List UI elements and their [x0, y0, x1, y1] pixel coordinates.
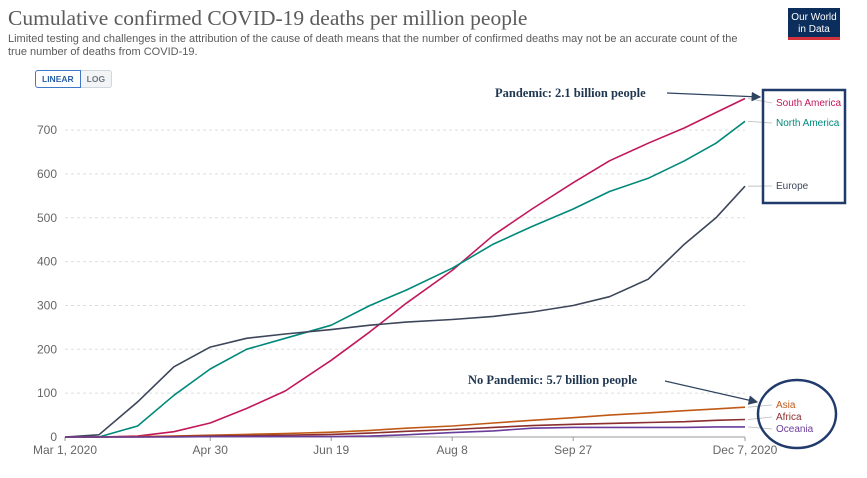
series-label-oceania[interactable]: Oceania [776, 424, 814, 435]
y-tick-label: 0 [50, 430, 57, 444]
log-scale-button[interactable]: LOG [80, 70, 113, 88]
series-line-europe[interactable] [64, 185, 746, 438]
pandemic-highlight-box [761, 88, 847, 205]
series-label-africa[interactable]: Africa [776, 412, 802, 423]
logo-line1: Our World [791, 12, 837, 23]
y-tick-label: 300 [37, 298, 57, 312]
owid-logo[interactable]: Our World in Data [788, 8, 840, 40]
x-tick-label: Jun 19 [313, 443, 349, 457]
scale-toggle: LINEAR LOG [35, 70, 113, 88]
chart-title: Cumulative confirmed COVID-19 deaths per… [8, 6, 528, 30]
linear-scale-button[interactable]: LINEAR [35, 70, 81, 88]
no-pandemic-highlight-circle [756, 378, 838, 450]
series-leader-line [747, 416, 773, 420]
no-pandemic-annotation: No Pandemic: 5.7 billion people [468, 373, 638, 387]
x-tick-label: Apr 30 [193, 443, 229, 457]
series-line-north-america[interactable] [65, 120, 746, 438]
y-tick-label: 400 [37, 255, 57, 269]
series-line-oceania[interactable] [65, 426, 745, 438]
series-label-europe[interactable]: Europe [776, 181, 809, 192]
y-tick-label: 600 [37, 167, 57, 181]
y-tick-label: 100 [37, 386, 57, 400]
series-label-north-america[interactable]: North America [776, 118, 840, 129]
series-leader-line [747, 98, 773, 104]
series-leader-line [747, 120, 773, 124]
x-tick-label: Mar 1, 2020 [33, 443, 97, 457]
x-tick-label: Aug 8 [437, 443, 469, 457]
series-label-south-america[interactable]: South America [776, 98, 841, 109]
series-line-south-america[interactable] [65, 97, 746, 438]
no-pandemic-arrow [664, 380, 759, 405]
pandemic-arrow [666, 91, 762, 102]
y-tick-label: 700 [37, 123, 57, 137]
chart-subtitle: Limited testing and challenges in the at… [8, 33, 738, 58]
y-tick-label: 500 [37, 211, 57, 225]
pandemic-annotation: Pandemic: 2.1 billion people [495, 86, 646, 100]
y-tick-label: 200 [37, 342, 57, 356]
logo-accent-bar [788, 37, 840, 40]
series-label-asia[interactable]: Asia [776, 400, 796, 411]
logo-line2: in Data [798, 23, 830, 35]
x-tick-label: Dec 7, 2020 [713, 443, 778, 457]
x-tick-label: Sep 27 [554, 443, 592, 457]
